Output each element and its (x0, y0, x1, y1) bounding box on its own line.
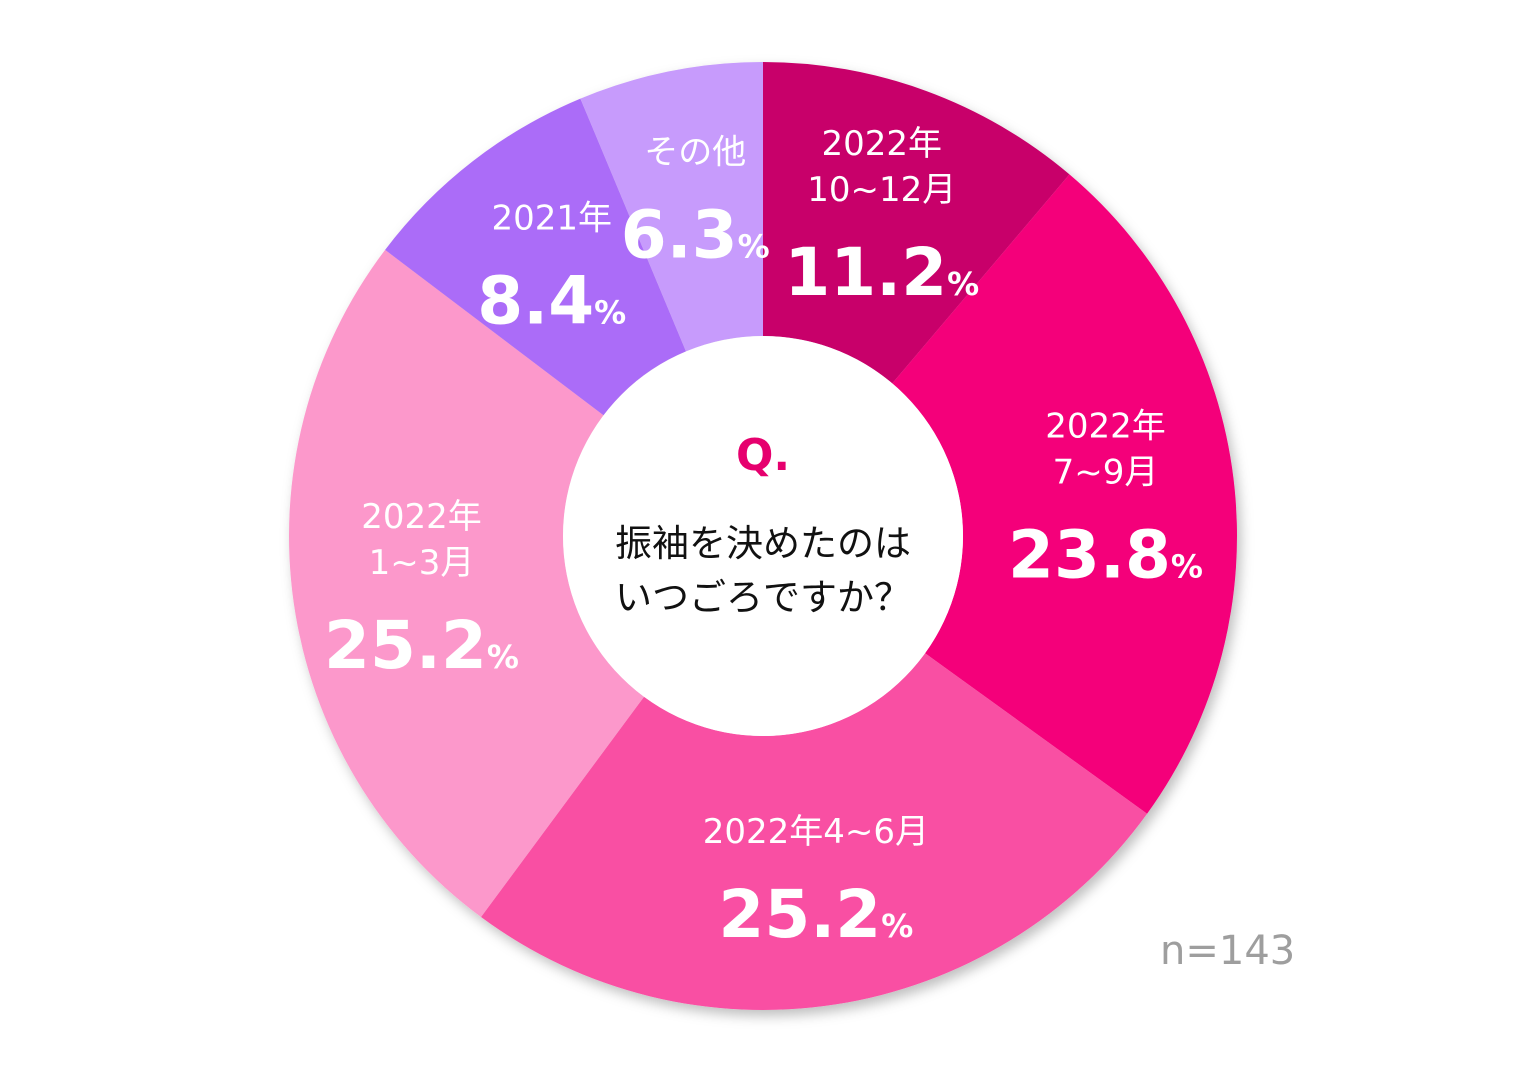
slice-5-value-label: 6.3% (621, 197, 770, 274)
slice-2 (481, 653, 1148, 1010)
slice-3-category-line-0: 2022年 (361, 497, 482, 537)
question-line-1: 振袖を決めたのは (615, 522, 911, 565)
slice-0-category-line-1: 10~12月 (807, 170, 956, 210)
slice-0-value-unit: % (947, 265, 979, 303)
slice-0-value-number: 11.2 (784, 234, 947, 311)
slice-2-value-label: 25.2% (718, 876, 913, 953)
slices-group (288, 62, 1237, 1010)
slice-3-value-unit: % (487, 638, 519, 676)
question-line-2: いつごろですか？ (615, 576, 911, 619)
sample-size-label: n=143 (1160, 928, 1296, 974)
slice-0-value-label: 11.2% (784, 234, 979, 311)
question-mark: Q. (736, 430, 790, 481)
slice-2-category-line-0: 2022年4~6月 (703, 812, 929, 852)
slice-3-category-line-1: 1~3月 (369, 543, 475, 583)
slice-3-value-number: 25.2 (324, 607, 487, 684)
slice-0-category-line-0: 2022年 (822, 124, 943, 164)
slice-0 (763, 62, 1070, 384)
slice-4-category-line-0: 2021年 (491, 198, 612, 238)
slice-5 (580, 62, 763, 352)
slice-4-value-number: 8.4 (477, 262, 594, 339)
slice-1-category-line-0: 2022年 (1045, 406, 1166, 446)
slice-4-value-label: 8.4% (477, 262, 626, 339)
slice-4 (385, 98, 686, 416)
slice-3 (288, 249, 645, 918)
slice-1-value-label: 23.8% (1008, 516, 1203, 593)
center-hole (563, 336, 963, 736)
slice-2-value-number: 25.2 (718, 876, 881, 953)
slice-4-value-unit: % (594, 293, 626, 331)
slice-1-category-line-1: 7~9月 (1053, 452, 1159, 492)
slice-5-value-unit: % (738, 228, 770, 266)
slice-5-category-line-0: その他 (644, 133, 746, 173)
slice-labels-group: 2022年 10~12月 11.2% 2022年 7~9月 23.8% 2022年4~6月 2… (324, 124, 1203, 953)
slice-5-value-number: 6.3 (621, 197, 738, 274)
slice-3-value-label: 25.2% (324, 607, 519, 684)
slice-2-value-unit: % (881, 907, 913, 945)
slice-1 (892, 174, 1237, 814)
slice-1-value-number: 23.8 (1008, 516, 1171, 593)
slice-1-value-unit: % (1171, 547, 1203, 585)
